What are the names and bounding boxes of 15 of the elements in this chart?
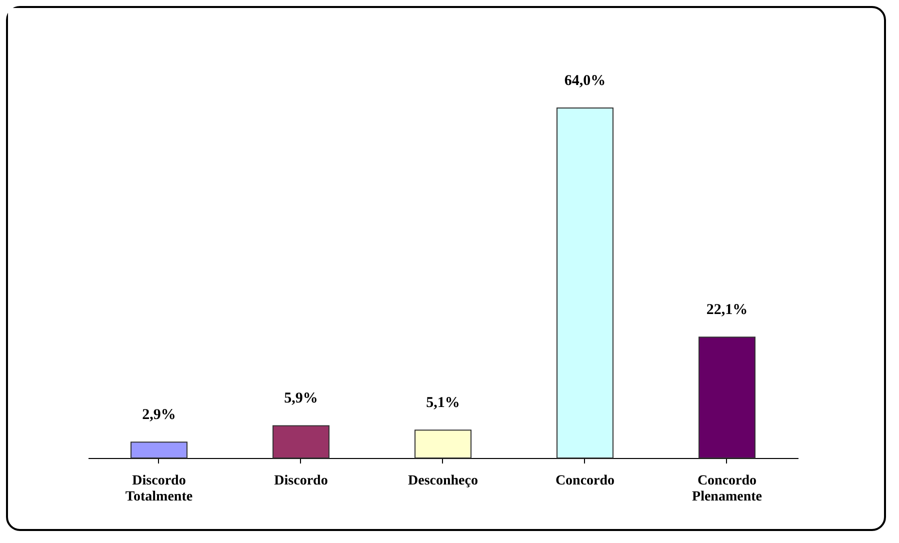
data-label: 5,1% [426, 395, 460, 412]
bar [414, 430, 472, 458]
data-label: 2,9% [142, 407, 176, 424]
bar [698, 336, 756, 458]
data-label: 64,0% [564, 73, 606, 89]
data-label: 5,9% [284, 390, 318, 407]
bar [272, 425, 330, 458]
x-tick-label: Concordo Plenamente [692, 474, 762, 504]
data-label: 22,1% [706, 302, 748, 318]
bar [130, 442, 188, 458]
x-tick-label: Discordo Totalmente [125, 474, 193, 504]
x-tick-label: Desconheço [408, 474, 478, 488]
x-tick-label: Concordo [555, 474, 615, 488]
x-tick-label: Discordo [274, 474, 328, 488]
bar [556, 108, 614, 458]
